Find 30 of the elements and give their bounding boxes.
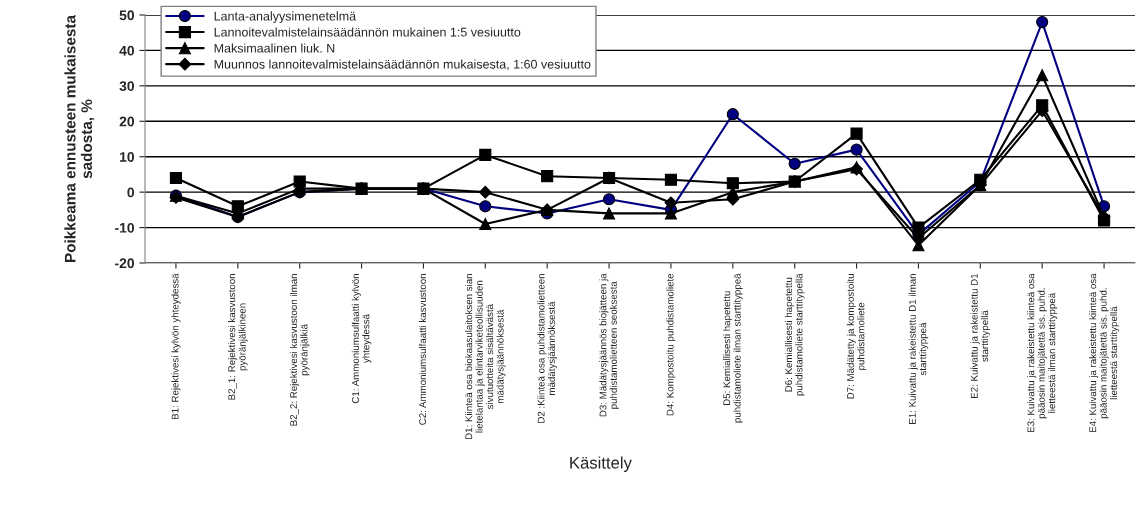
x-tick-label: E2: Kuivattu ja rakeistettu D1 starttitypellä <box>970 273 991 398</box>
x-tick-label: E4: Kuivattu ja rakeistettu kiinteä osa pääosin maitojätettä sis. puhd. lietteestä starttitypellä <box>1089 273 1120 433</box>
y-tick-label: -10 <box>115 222 135 233</box>
legend-label: Muunnos lannoitevalmistelainsäädännön mukaisesta, 1:60 vesiuutto <box>214 59 591 71</box>
y-tick-label: 20 <box>119 116 135 127</box>
legend-label: Lanta-analyysimenetelmä <box>214 11 357 24</box>
y-tick-label: 30 <box>119 81 135 92</box>
x-tick-label: B2_2: Rejektivesi kasvustoon ilman pyöränjälkiä <box>289 274 310 426</box>
x-tick-label: C1: Ammoniumsulfaatti kylvön yhteydessä <box>351 274 372 404</box>
x-axis-title: Käsittely <box>570 456 632 472</box>
legend-label: Maksimaalinen liuk. N <box>214 43 335 53</box>
x-tick-label: C2: Ammoniumsulfaatti kasvustoon <box>418 274 427 425</box>
x-tick-label: D4: Kompostoitu puhdistamoliete <box>666 273 676 416</box>
y-tick-label: 10 <box>120 152 135 162</box>
y-tick-label: -20 <box>115 258 135 269</box>
x-tick-label: D7: Mädätetty ja kompostoitu puhdistamoliete <box>846 274 867 399</box>
x-tick-label: D3: Mädätysjäännös biojätteen ja puhdistamolietteen seoksesta <box>599 273 619 417</box>
x-tick-label: B2_1: Rejektivesi kasvustoon pyöränjälkineen <box>228 274 248 400</box>
x-tick-label: E3: Kuivattu ja rakeistettu kiinteä osa pääosin maitojätettä sis. puhd. lietteestä ilman starttityppeä <box>1027 273 1058 433</box>
legend-label: Lannoitevalmistelainsäädännön mukainen 1:5 vesiuutto <box>214 27 521 37</box>
y-tick-label: 40 <box>119 45 135 56</box>
y-tick-label: 0 <box>127 187 135 198</box>
x-tick-label: E1: Kuivattu ja rakeistettu D1 ilman starttityppeä <box>908 274 929 424</box>
x-tick-label: D6: Kemiallisesti hapetettu puhdistamoliete starttitypellä <box>784 273 805 396</box>
x-tick-label: D2 :Kiinteä osa puhdistamolietteen mädätysjäännöksestä <box>537 274 557 423</box>
x-tick-label: B1: Rejektivesi kylvön yhteydessä <box>171 273 181 420</box>
x-tick-label: D5: Kemiallisesti hapetettu puhdistamoliete ilman starttityppeä <box>723 273 743 423</box>
x-tick-label: D1: Kiinteä osa biokaasulaitoksen sian lietelantaa ja elintarviketeollisuuden sivutuotteita sisältävästä mädätysjäännöksestä <box>465 274 506 440</box>
y-axis-title: Poikkeama ennusteen mukaisesta sadosta, % <box>64 14 95 262</box>
y-tick-label: 50 <box>119 10 135 21</box>
